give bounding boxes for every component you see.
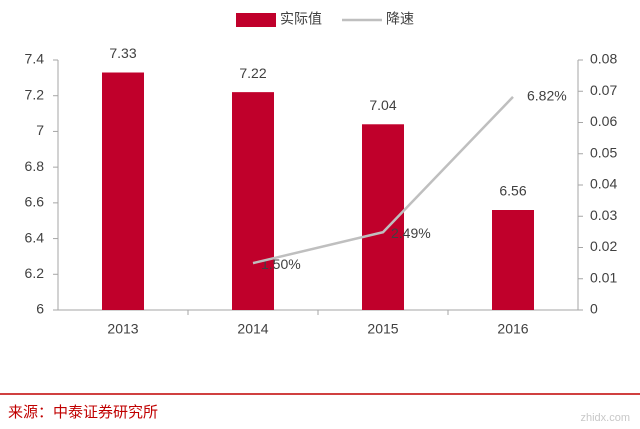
bar — [102, 72, 144, 310]
x-tick-label: 2015 — [367, 321, 398, 337]
y2-tick-label: 0.01 — [590, 269, 617, 285]
source: 来源：中泰证券研究所 — [8, 404, 158, 421]
y-tick-label: 6.8 — [25, 158, 45, 174]
line-label: 1.50% — [261, 256, 301, 272]
bar-label: 7.33 — [109, 45, 136, 61]
bar-label: 7.04 — [369, 97, 396, 113]
y2-tick-label: 0.03 — [590, 207, 617, 223]
y-tick-label: 6.2 — [25, 265, 45, 281]
x-tick-label: 2014 — [237, 321, 268, 337]
y-tick-label: 6.6 — [25, 194, 45, 210]
y2-tick-label: 0.04 — [590, 176, 617, 192]
y2-tick-label: 0.08 — [590, 51, 617, 67]
y2-tick-label: 0 — [590, 301, 598, 317]
bar — [492, 210, 534, 310]
line — [252, 96, 514, 265]
y2-tick-label: 0.07 — [590, 82, 617, 98]
y-tick-label: 6 — [36, 301, 44, 317]
bar-label: 7.22 — [239, 65, 266, 81]
y2-tick-label: 0.06 — [590, 113, 617, 129]
y2-tick-label: 0.02 — [590, 238, 617, 254]
watermark: zhidx.com — [580, 412, 630, 424]
x-tick-label: 2016 — [497, 321, 528, 337]
legend-label: 降速 — [386, 11, 414, 27]
bar — [232, 92, 274, 311]
legend-swatch — [236, 13, 276, 27]
legend-label: 实际值 — [280, 11, 322, 27]
y-tick-label: 7 — [36, 122, 44, 138]
y2-tick-label: 0.05 — [590, 144, 617, 160]
y-tick-label: 6.4 — [25, 229, 45, 245]
bar-label: 6.56 — [499, 183, 526, 199]
x-tick-label: 2013 — [107, 321, 138, 337]
line-label: 2.49% — [391, 225, 431, 241]
y-tick-label: 7.2 — [25, 86, 45, 102]
y-tick-label: 7.4 — [25, 51, 45, 67]
line-label: 6.82% — [527, 88, 567, 104]
